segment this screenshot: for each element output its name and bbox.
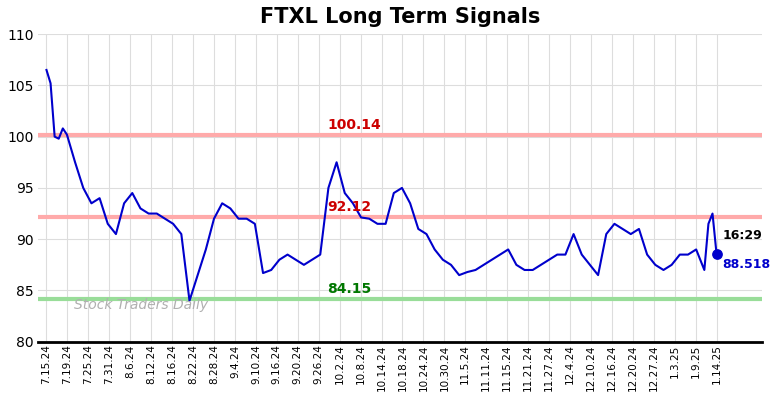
Text: 92.12: 92.12 <box>328 200 372 215</box>
Text: 84.15: 84.15 <box>328 282 372 296</box>
Text: 100.14: 100.14 <box>328 118 381 132</box>
Point <box>710 251 723 258</box>
Text: 88.518: 88.518 <box>723 258 771 271</box>
Title: FTXL Long Term Signals: FTXL Long Term Signals <box>260 7 540 27</box>
Text: 16:29: 16:29 <box>723 229 763 242</box>
Text: Stock Traders Daily: Stock Traders Daily <box>74 298 209 312</box>
